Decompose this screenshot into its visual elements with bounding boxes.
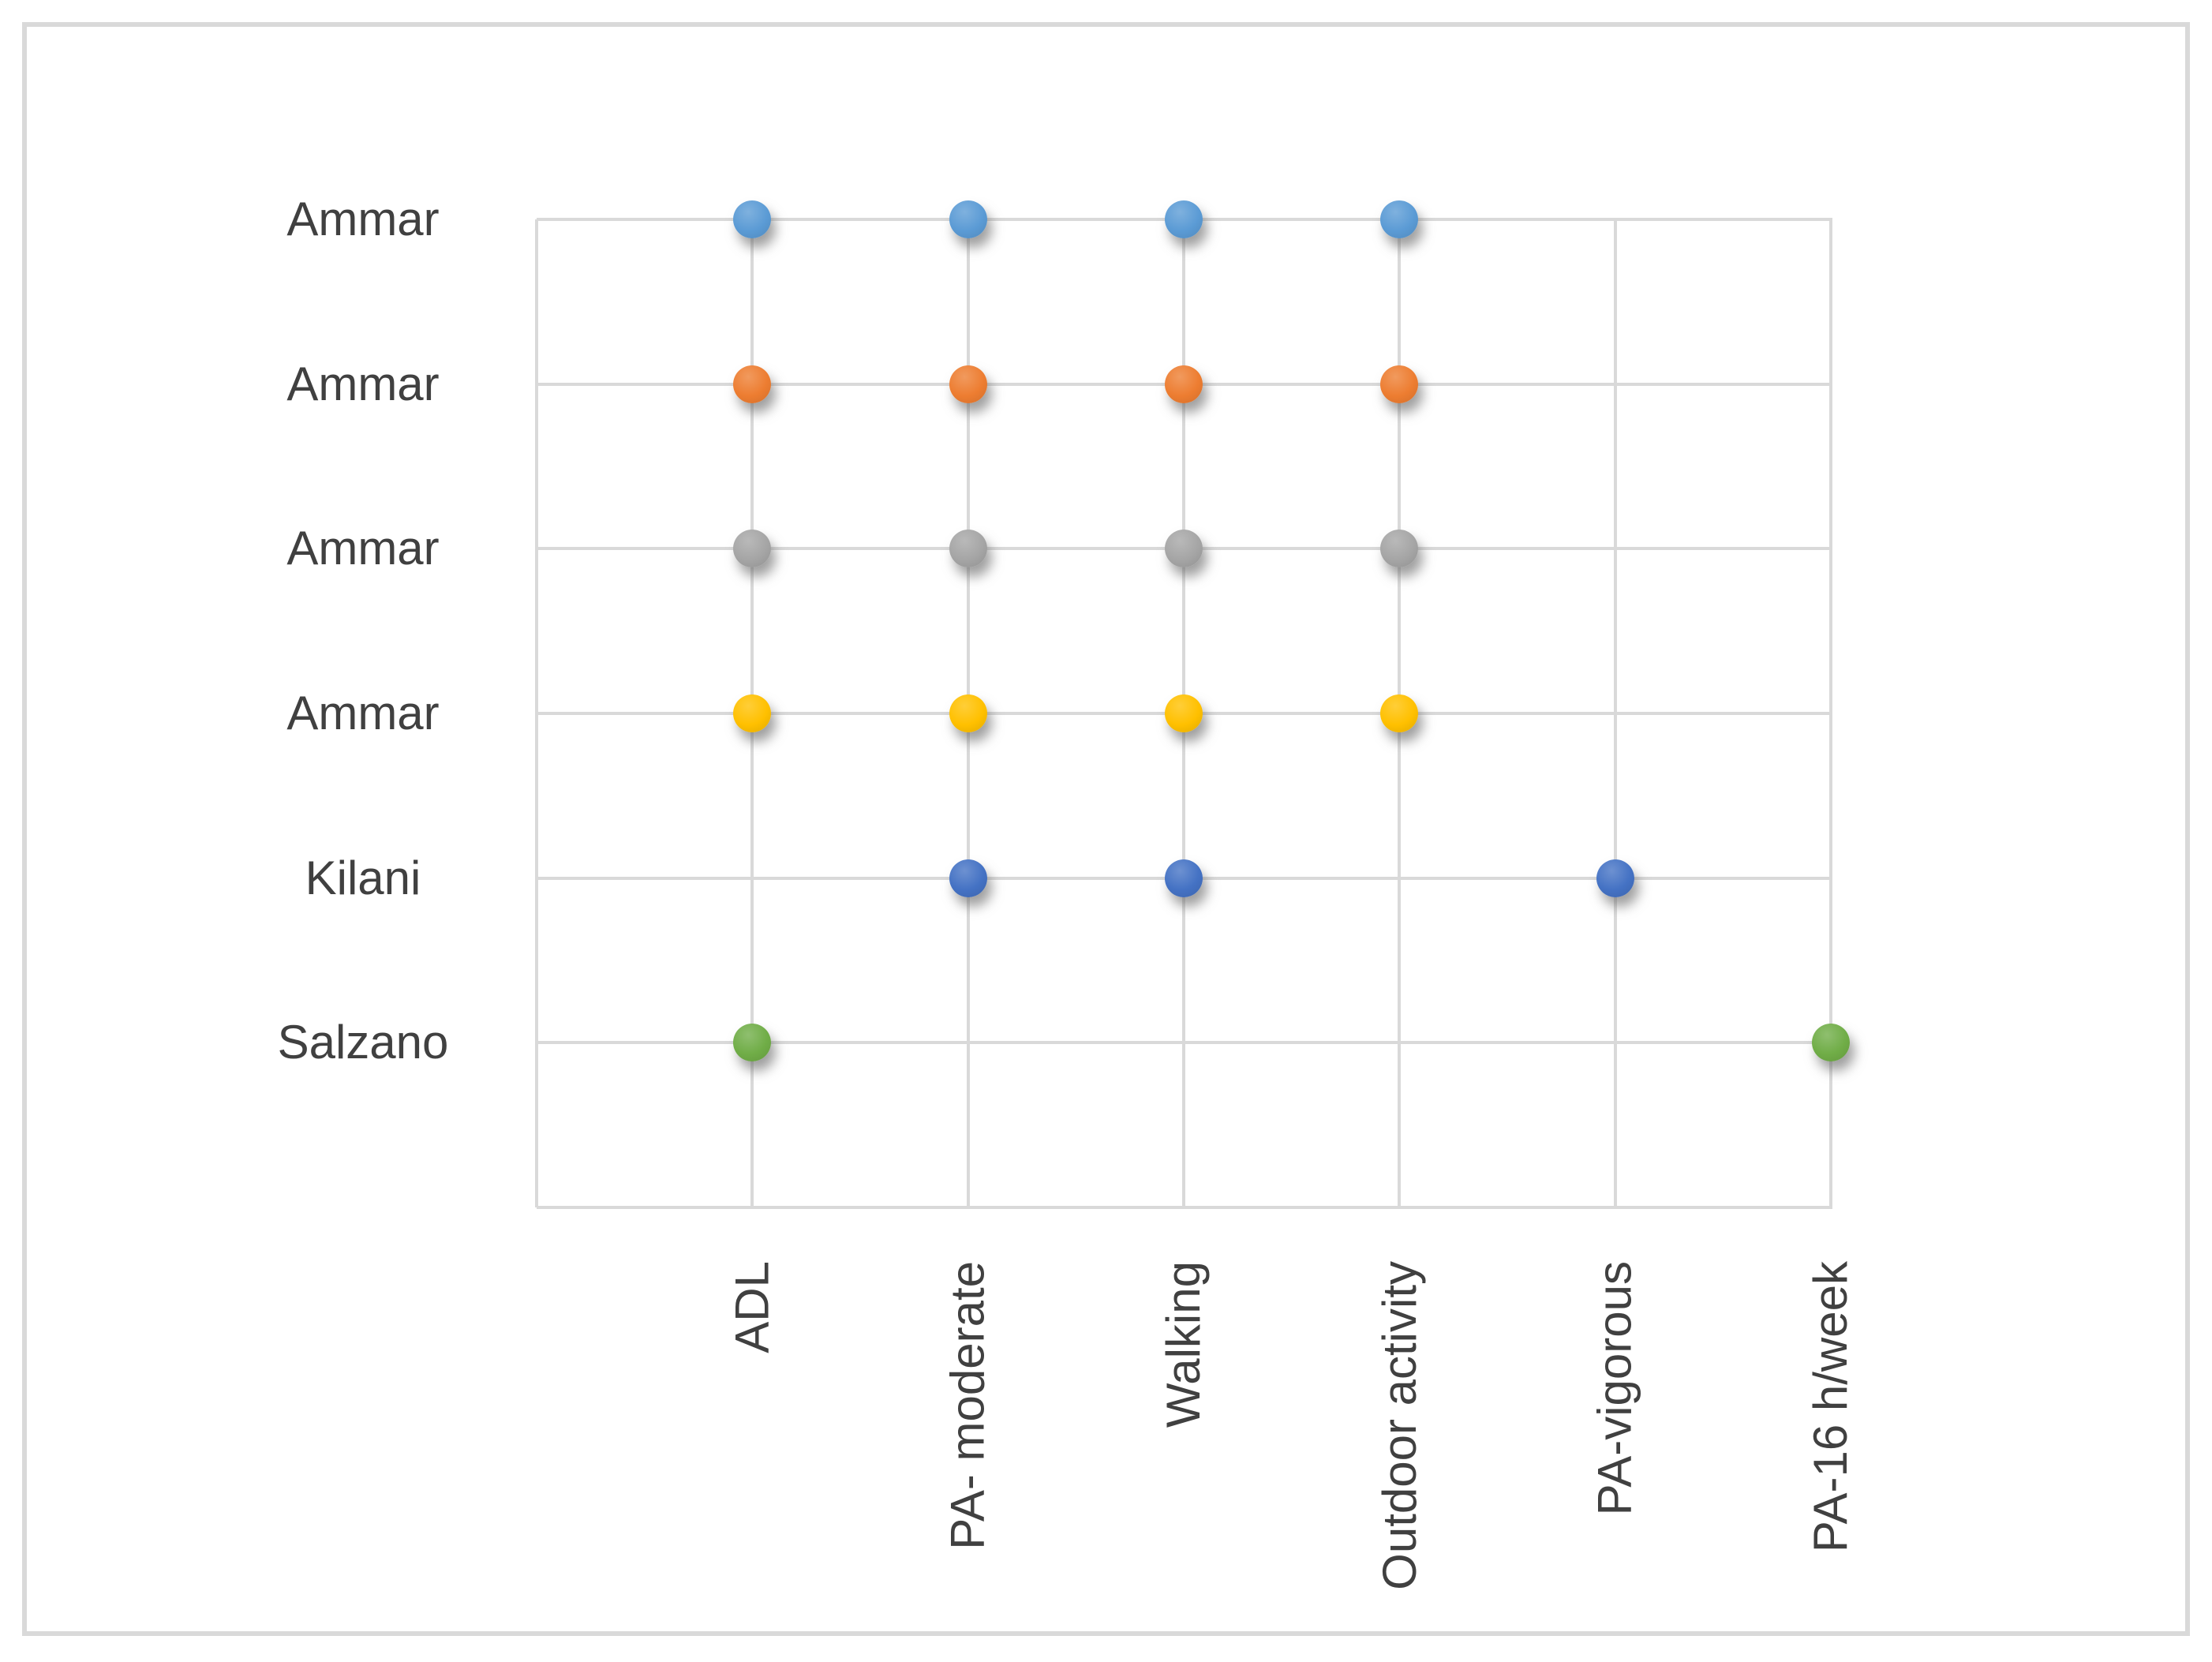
x-axis-label-2: PA- moderate	[941, 1261, 994, 1550]
x-axis-label-4: Outdoor activity	[1372, 1261, 1426, 1590]
data-point-ammar-row1-adl	[733, 200, 772, 238]
y-axis-label-2: Ammar	[286, 357, 440, 410]
x-axis-label-6: PA-16 h/week	[1804, 1261, 1857, 1553]
data-point-ammar-row2-walking	[1165, 365, 1203, 403]
data-point-ammar-row1-pa-moderate	[949, 200, 987, 238]
data-point-ammar-row1-walking	[1165, 200, 1203, 238]
data-point-ammar-row1-outdoor-activity	[1380, 200, 1419, 238]
y-axis-label-4: Ammar	[286, 687, 440, 739]
data-point-ammar-row4-outdoor-activity	[1380, 694, 1419, 732]
data-point-ammar-row2-adl	[733, 365, 772, 403]
chart-border-frame	[22, 22, 2190, 1636]
data-point-ammar-row4-adl	[733, 694, 772, 732]
data-point-salzano-row6-pa-16-h-week	[1812, 1024, 1850, 1062]
data-point-ammar-row2-outdoor-activity	[1380, 365, 1419, 403]
data-point-kilani-row5-pa-moderate	[949, 859, 987, 897]
x-axis-label-5: PA-vigorous	[1588, 1261, 1641, 1516]
gridline-horizontal-6	[537, 1041, 1832, 1045]
y-axis-label-1: Ammar	[286, 193, 440, 245]
x-axis-label-3: Walking	[1157, 1261, 1210, 1428]
data-point-ammar-row3-pa-moderate	[949, 530, 987, 568]
data-point-ammar-row2-pa-moderate	[949, 365, 987, 403]
x-axis-label-1: ADL	[725, 1261, 779, 1353]
y-axis-label-5: Kilani	[305, 851, 421, 904]
data-point-ammar-row3-outdoor-activity	[1380, 530, 1419, 568]
data-point-kilani-row5-pa-vigorous	[1596, 859, 1634, 897]
data-point-ammar-row4-walking	[1165, 694, 1203, 732]
data-point-salzano-row6-adl	[733, 1024, 772, 1062]
data-point-ammar-row4-pa-moderate	[949, 694, 987, 732]
plot-bottom-edge	[537, 1206, 1832, 1209]
data-point-ammar-row3-walking	[1165, 530, 1203, 568]
data-point-kilani-row5-walking	[1165, 859, 1203, 897]
y-axis-label-6: Salzano	[277, 1016, 449, 1069]
data-point-ammar-row3-adl	[733, 530, 772, 568]
y-axis-label-3: Ammar	[286, 522, 440, 575]
